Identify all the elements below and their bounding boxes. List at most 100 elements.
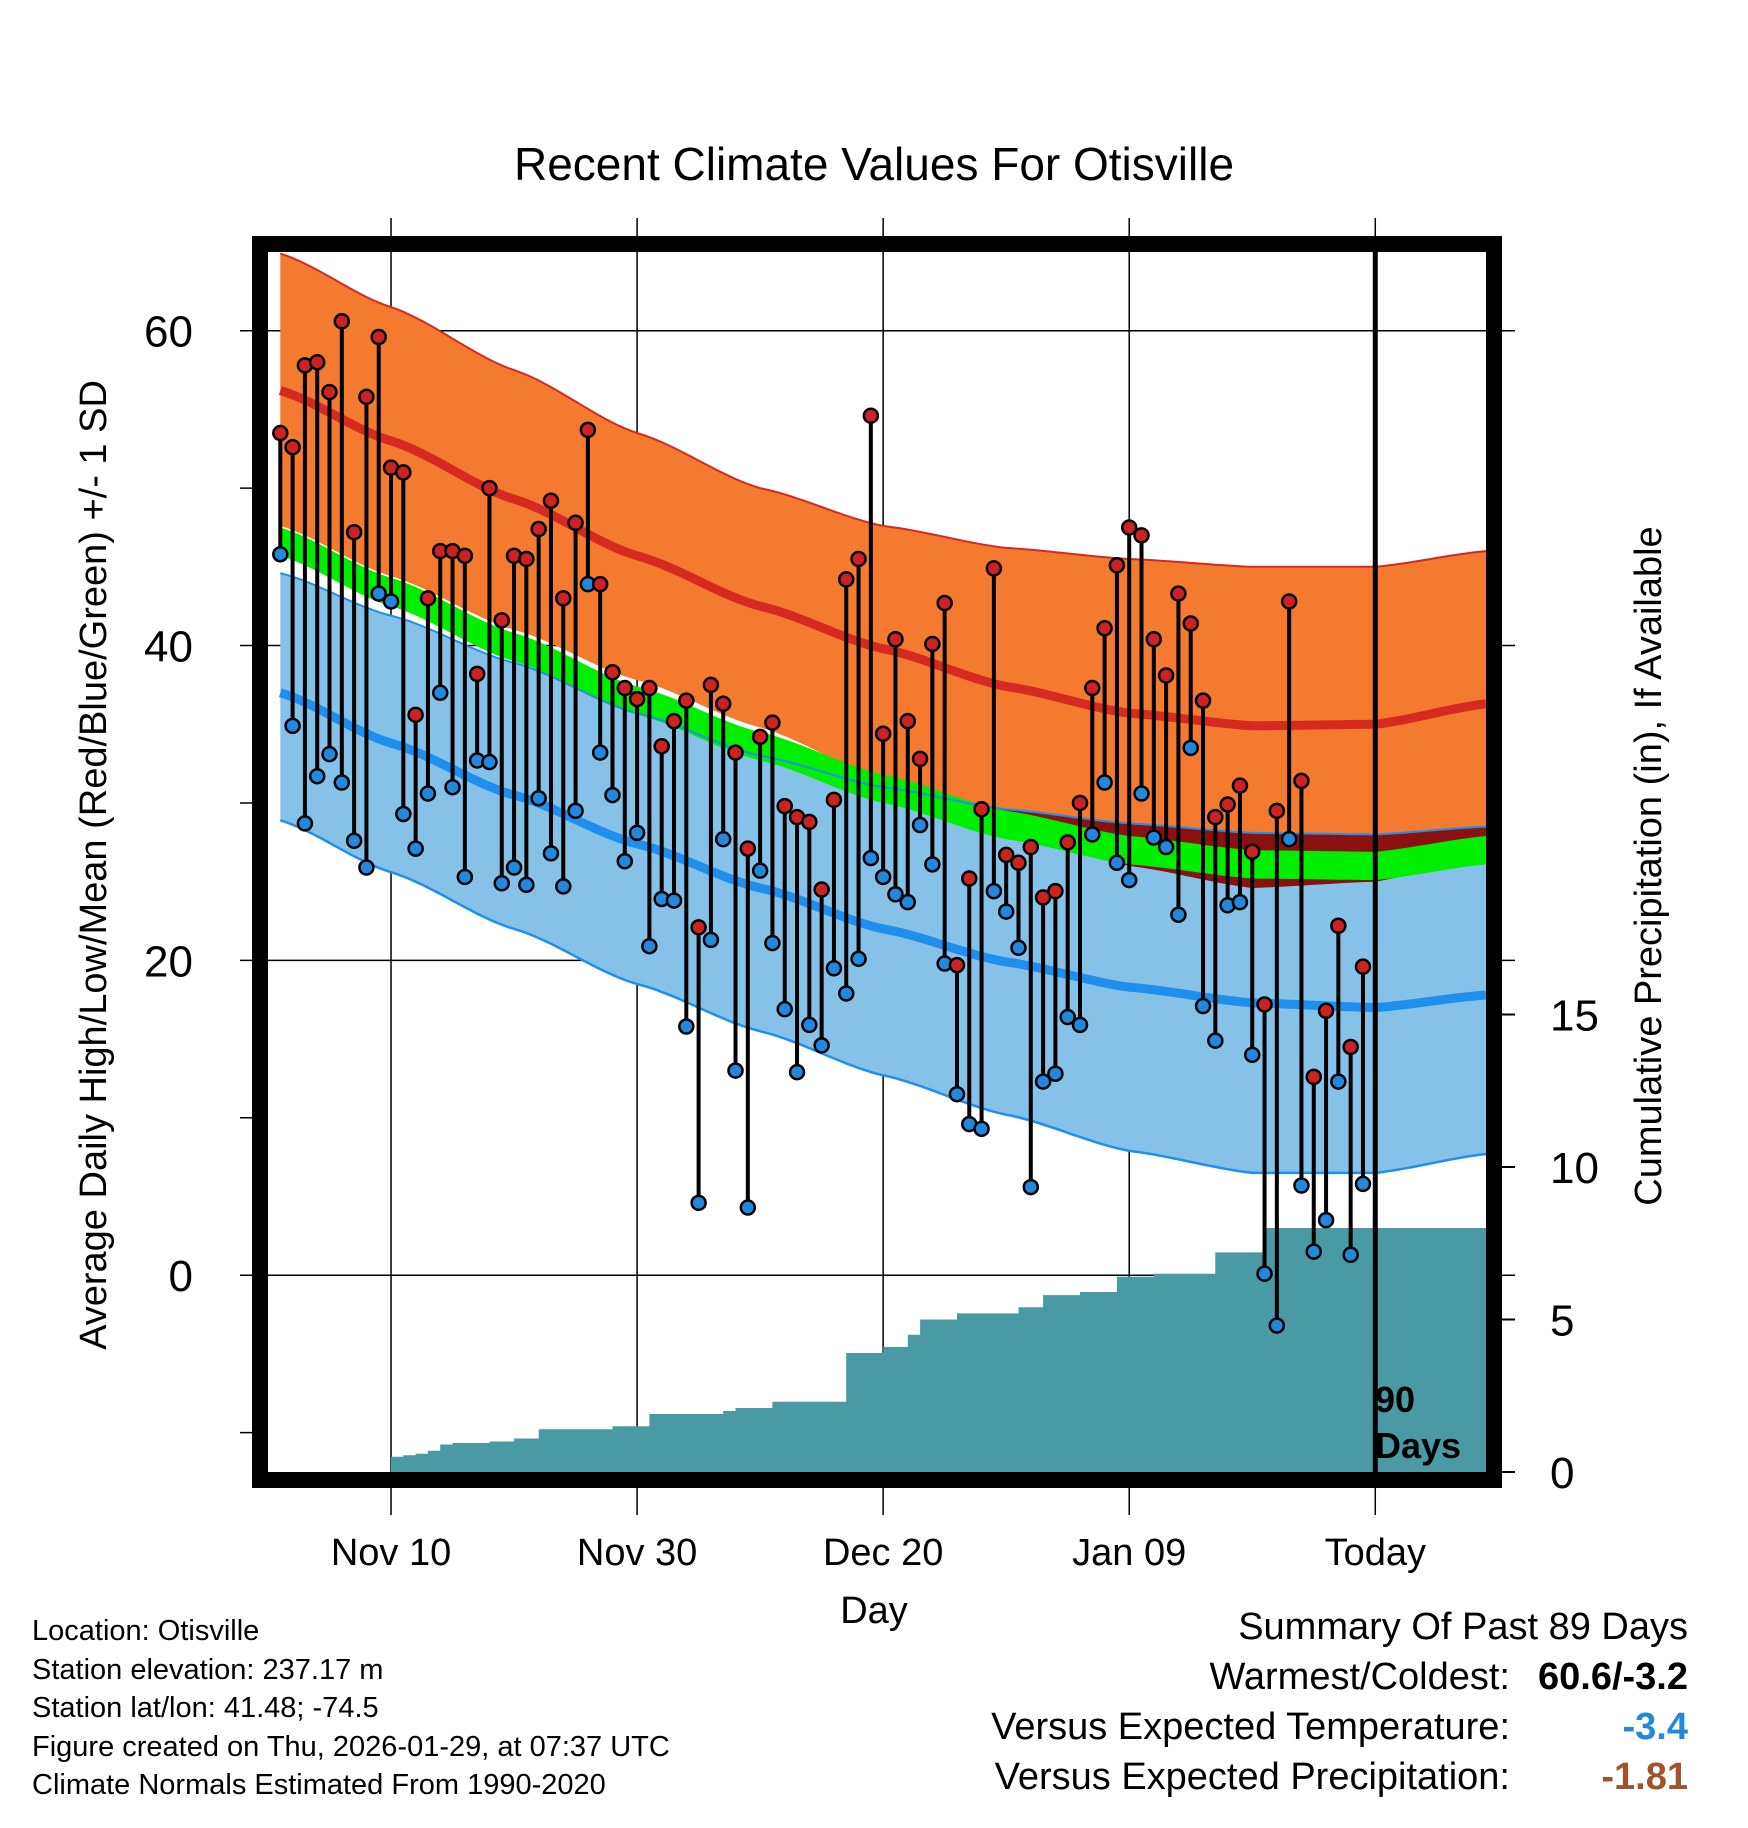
- low-point-15: [456, 868, 474, 886]
- low-point-69: [1120, 871, 1138, 889]
- low-point-48: [862, 849, 880, 867]
- high-point-4: [321, 383, 338, 401]
- low-point-79: [1243, 1046, 1261, 1064]
- summary-precip-label: Versus Expected Precipitation:: [994, 1756, 1510, 1798]
- low-point-74: [1182, 739, 1199, 757]
- high-point-24: [567, 514, 584, 532]
- high-point-72: [1157, 667, 1175, 684]
- low-point-0: [272, 545, 289, 563]
- low-point-53: [924, 856, 941, 873]
- low-point-65: [1071, 1016, 1089, 1034]
- high-point-67: [1096, 619, 1113, 637]
- high-plus-sd-line: [279, 252, 1486, 568]
- high-point-33: [678, 692, 695, 709]
- low-point-85: [1317, 1211, 1335, 1229]
- high-point-68: [1108, 557, 1126, 574]
- high-point-1: [284, 438, 301, 456]
- high-point-52: [911, 750, 929, 768]
- high-point-82: [1280, 593, 1298, 610]
- today-label-days: Days: [1375, 1425, 1461, 1466]
- low-point-83: [1293, 1177, 1310, 1194]
- high-point-16: [468, 665, 486, 683]
- low-point-5: [333, 774, 351, 791]
- low-point-88: [1354, 1175, 1372, 1193]
- high-mean-line: [278, 386, 1486, 731]
- high-point-25: [579, 421, 597, 439]
- y-right-tick-label-3: 15: [1550, 992, 1599, 1041]
- info-created: Figure created on Thu, 2026-01-29, at 07…: [32, 1730, 670, 1763]
- precip-area: [268, 1228, 1486, 1472]
- high-point-66: [1084, 679, 1101, 697]
- high-point-37: [727, 744, 744, 761]
- summary-precip-value: -1.81: [1601, 1756, 1688, 1798]
- low-point-37: [727, 1062, 744, 1079]
- y-left-tick-label-0: 0: [169, 1252, 193, 1301]
- high-point-86: [1330, 917, 1347, 935]
- high-point-6: [345, 523, 363, 541]
- summary-warmest-label: Warmest/Coldest:: [1209, 1656, 1510, 1698]
- high-point-38: [739, 840, 757, 857]
- high-point-56: [961, 870, 978, 887]
- high-point-5: [333, 313, 351, 330]
- high-point-34: [690, 919, 707, 936]
- daily-sticks: [278, 321, 1365, 1326]
- high-point-35: [702, 676, 720, 694]
- high-point-18: [493, 612, 511, 629]
- high-point-65: [1071, 794, 1089, 812]
- low-point-70: [1133, 785, 1150, 802]
- high-point-20: [518, 550, 535, 568]
- high-point-41: [776, 797, 793, 815]
- low-point-42: [788, 1063, 806, 1081]
- low-point-86: [1330, 1073, 1347, 1090]
- high-point-40: [764, 714, 781, 731]
- low-point-40: [764, 934, 781, 952]
- precipitation-area: [268, 1228, 1486, 1472]
- high-point-74: [1182, 615, 1199, 632]
- low-point-45: [825, 960, 843, 977]
- low-point-13: [431, 684, 449, 702]
- summary-precip-row: Versus Expected Precipitation: -1.81: [995, 1756, 1688, 1799]
- low-point-1: [284, 717, 301, 735]
- x-tick-label-3: Jan 09: [1072, 1532, 1186, 1574]
- low-point-2: [296, 815, 314, 832]
- summary-temp-row: Versus Expected Temperature: -3.4: [991, 1706, 1688, 1749]
- high-point-46: [837, 571, 855, 588]
- high-point-53: [924, 635, 941, 653]
- high-point-51: [899, 712, 917, 730]
- low-minus-sd-line: [279, 819, 1486, 1175]
- low-point-46: [837, 985, 855, 1002]
- x-tick-label-0: Nov 10: [331, 1532, 451, 1574]
- low-point-84: [1305, 1243, 1323, 1260]
- summary-title: Summary Of Past 89 Days: [1238, 1606, 1688, 1648]
- low-point-50: [887, 886, 904, 903]
- high-point-10: [395, 464, 412, 481]
- high-point-21: [530, 520, 547, 538]
- low-point-6: [345, 832, 363, 849]
- high-point-36: [714, 695, 732, 713]
- high-point-71: [1145, 631, 1163, 648]
- low-point-14: [444, 778, 461, 796]
- high-point-61: [1022, 838, 1040, 856]
- low-point-72: [1157, 838, 1175, 856]
- high-point-23: [555, 590, 572, 607]
- low-point-8: [370, 585, 387, 602]
- low-point-57: [973, 1120, 990, 1138]
- today-label-90: 90: [1375, 1379, 1415, 1420]
- high-point-57: [973, 801, 990, 818]
- x-axis-label: Day: [840, 1590, 908, 1632]
- low-point-63: [1047, 1065, 1064, 1082]
- y-right-tick-label-2: 10: [1550, 1144, 1599, 1193]
- low-point-51: [899, 893, 917, 911]
- high-point-17: [481, 479, 498, 497]
- low-point-34: [690, 1194, 707, 1212]
- high-point-39: [751, 728, 769, 746]
- low-point-36: [714, 830, 732, 848]
- low-point-35: [702, 931, 720, 949]
- high-point-49: [874, 725, 892, 742]
- high-point-58: [985, 560, 1003, 577]
- low-point-12: [419, 785, 437, 802]
- low-point-17: [481, 753, 498, 771]
- y-axis-right-label: Cumulative Precipitation (in), If Availa…: [1628, 526, 1670, 1205]
- axes: 0 20 40 60 0 5 10 15 Nov 10 Nov 30 Dec 20 Jan 09 Tod…: [144, 308, 1599, 1574]
